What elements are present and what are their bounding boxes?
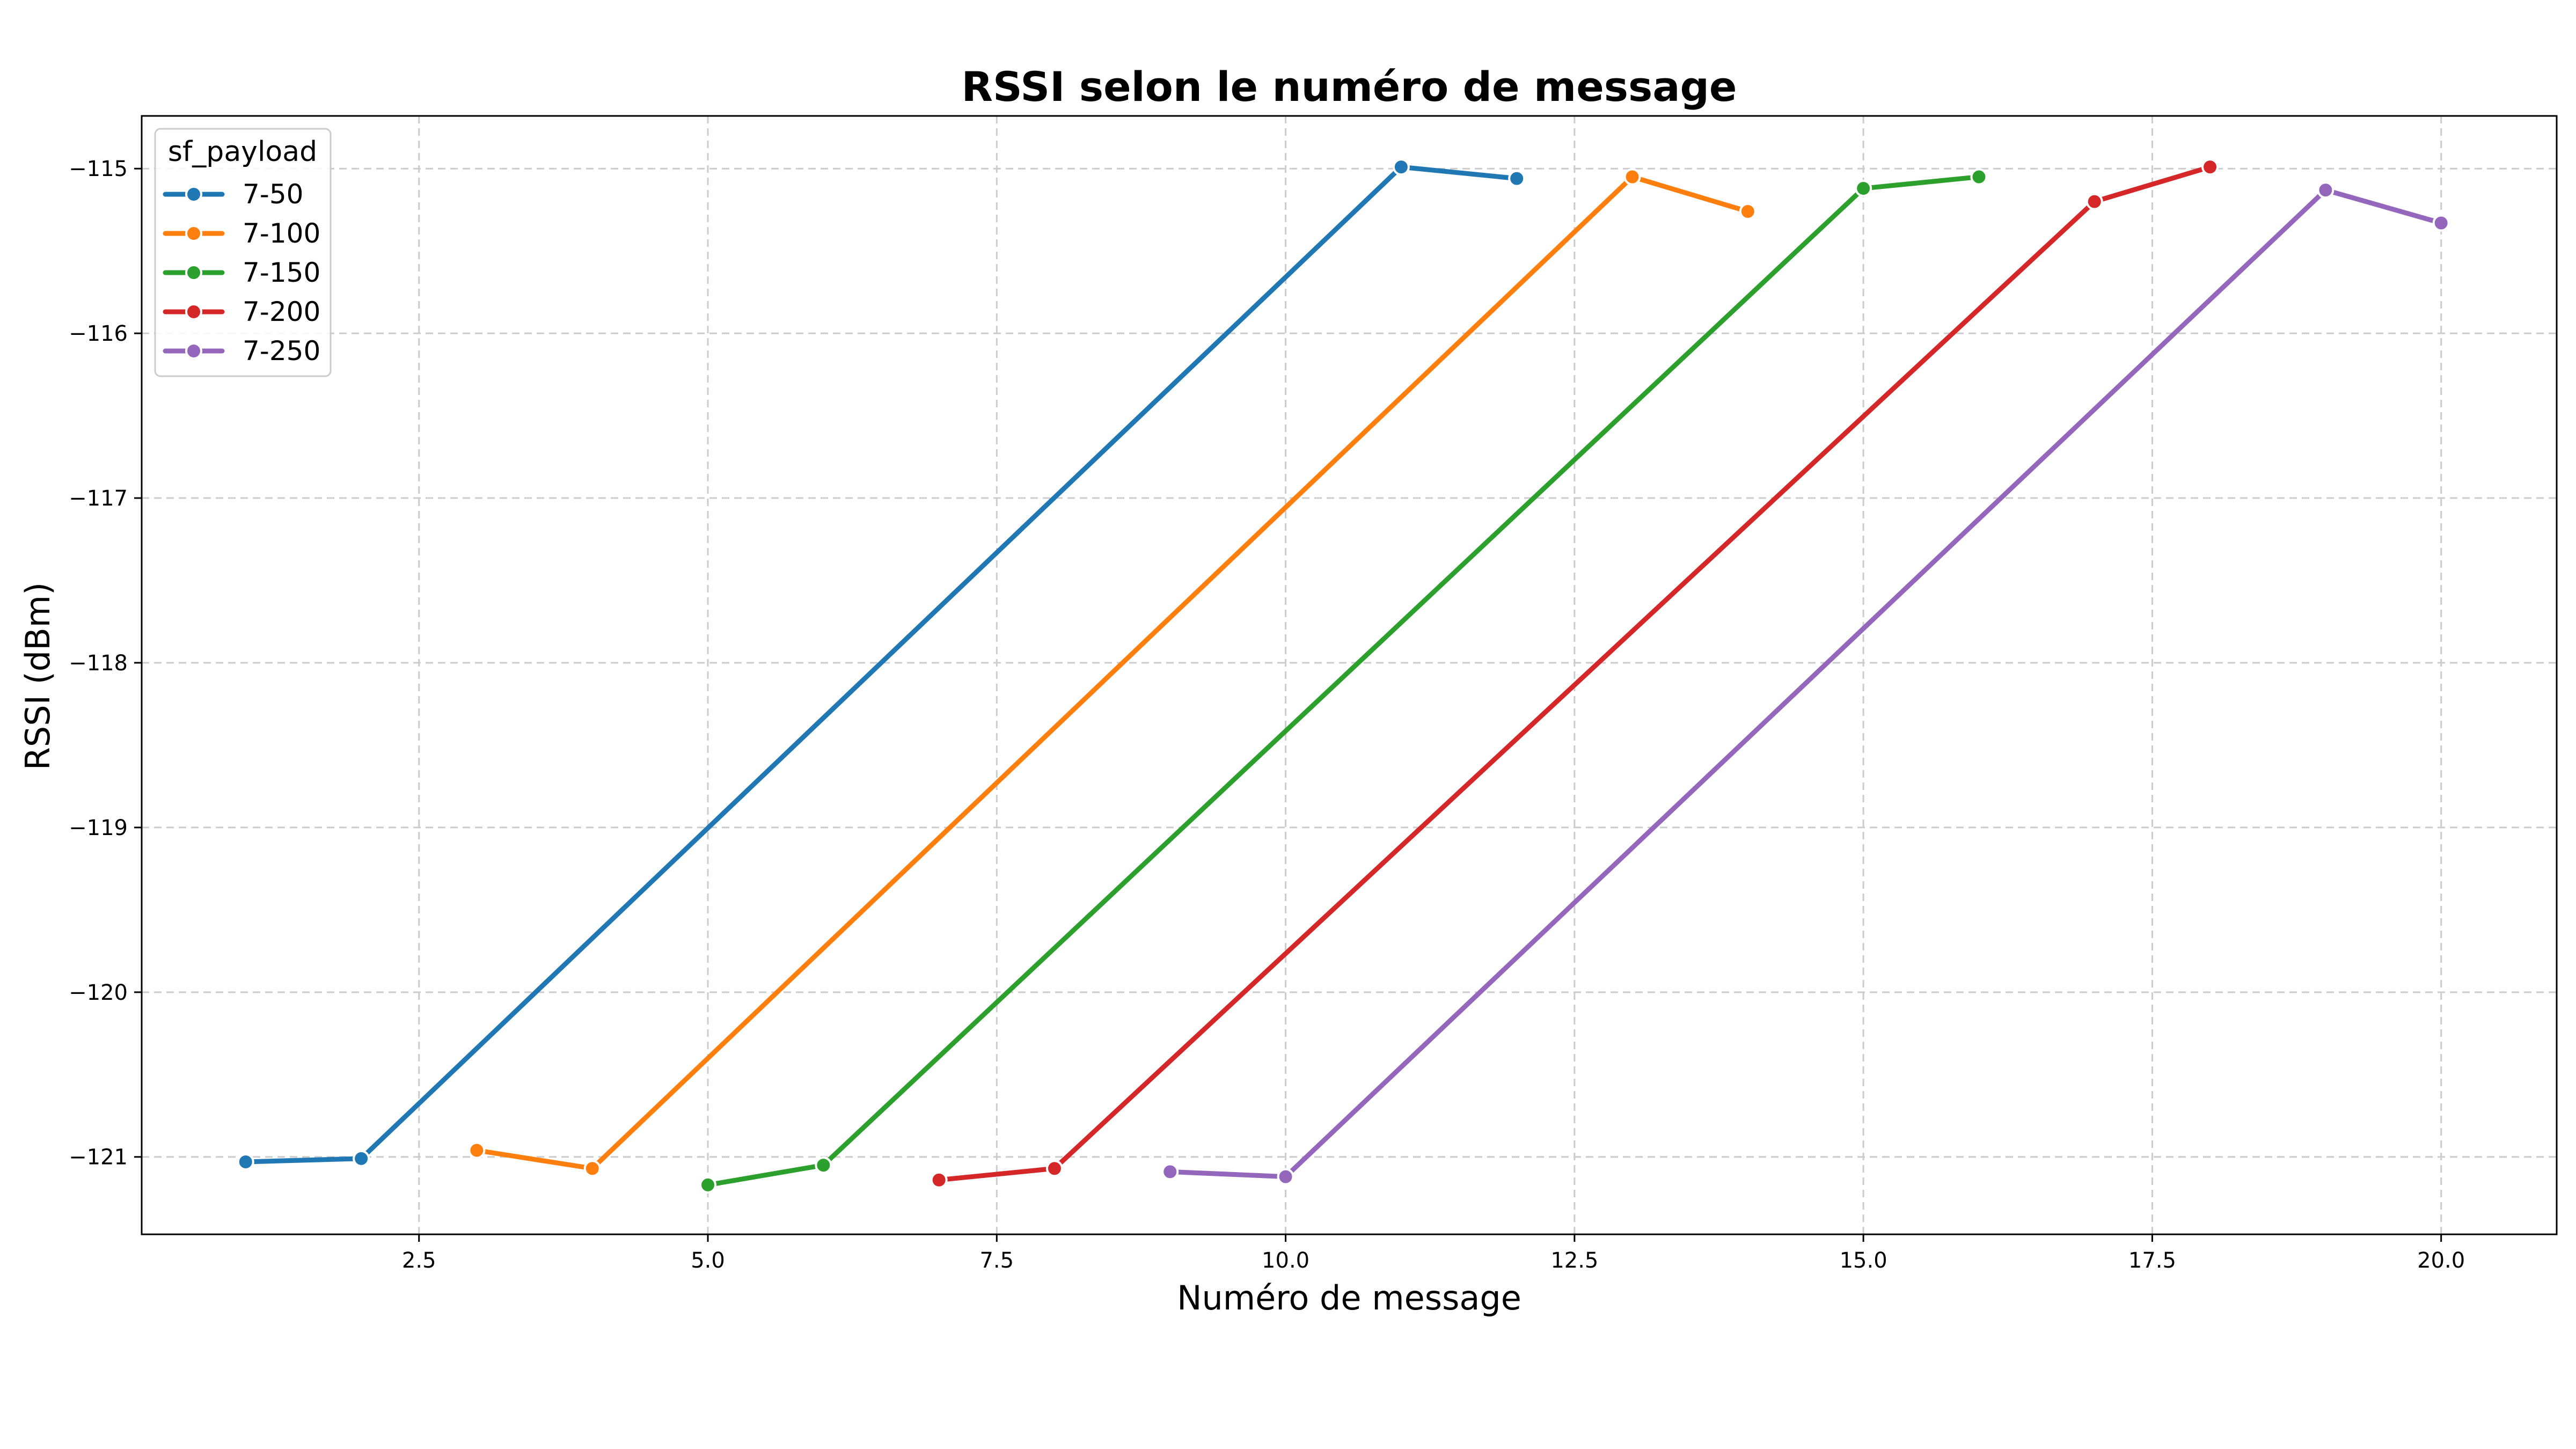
series-7-200: [930, 158, 2219, 1189]
data-point: [353, 1150, 370, 1167]
series-line: [705, 174, 1981, 1188]
legend-item: 7-150: [163, 257, 320, 288]
x-tick-label: 2.5: [402, 1248, 436, 1273]
grid-lines: [142, 116, 2557, 1234]
y-tick-label: −120: [69, 980, 128, 1005]
data-point: [468, 1141, 486, 1159]
x-tick-label: 12.5: [1550, 1248, 1598, 1273]
legend-marker: [185, 342, 202, 360]
x-tick-label: 15.0: [1840, 1248, 1887, 1273]
x-tick-label: 10.0: [1262, 1248, 1309, 1273]
y-tick-label: −115: [69, 157, 128, 181]
data-point: [1161, 1163, 1179, 1181]
x-tick-label: 17.5: [2128, 1248, 2176, 1273]
series-7-250: [1161, 181, 2450, 1185]
y-tick-label: −118: [69, 651, 128, 676]
legend-marker: [185, 225, 202, 242]
series-7-50: [237, 158, 1526, 1170]
legend-label: 7-100: [243, 218, 320, 249]
legend-label: 7-200: [243, 296, 320, 327]
axis-ticks: 2.5 5.0 7.5 10.0 12.5 15.0 17.5 20.0 −115 −116 −11…: [69, 157, 2465, 1273]
data-point: [815, 1157, 832, 1174]
y-tick-label: −119: [69, 816, 128, 840]
series-line: [936, 164, 2213, 1183]
series-line: [474, 174, 1751, 1171]
legend-label: 7-250: [243, 335, 320, 367]
data-point: [1045, 1160, 1063, 1177]
data-point: [2201, 158, 2219, 176]
data-point: [699, 1176, 717, 1194]
data-point: [1508, 170, 1526, 187]
data-point: [237, 1153, 254, 1170]
series-7-100: [468, 168, 1757, 1177]
x-tick-label: 5.0: [691, 1248, 725, 1273]
legend-marker: [185, 186, 202, 203]
legend-items: 7-50 7-100 7-150 7-200 7-250: [163, 179, 320, 367]
legend-item: 7-250: [163, 335, 320, 367]
x-axis-label: Numéro de message: [1177, 1278, 1521, 1318]
data-point: [1739, 203, 1757, 221]
data-point: [2085, 193, 2103, 210]
legend-label: 7-150: [243, 257, 320, 288]
legend-marker: [185, 264, 202, 281]
legend-title: sf_payload: [168, 136, 317, 168]
x-tick-label: 7.5: [979, 1248, 1014, 1273]
data-point: [1855, 180, 1872, 197]
data-point: [583, 1160, 601, 1177]
data-point: [2317, 181, 2334, 199]
y-tick-label: −117: [69, 486, 128, 511]
series-line: [243, 164, 1519, 1165]
x-tick-label: 20.0: [2417, 1248, 2465, 1273]
data-point: [1970, 168, 1988, 186]
y-axis-label: RSSI (dBm): [18, 582, 57, 770]
series-7-150: [699, 168, 1988, 1194]
data-point: [1623, 168, 1641, 186]
legend-marker: [185, 303, 202, 320]
chart-title: RSSI selon le numéro de message: [962, 63, 1737, 111]
y-tick-label: −116: [69, 321, 128, 346]
legend: sf_payload 7-50 7-100 7-150 7-200 7-250: [154, 128, 332, 377]
data-point: [930, 1171, 948, 1189]
series-lines: [237, 158, 2450, 1194]
data-point: [2432, 214, 2450, 232]
legend-item: 7-50: [163, 179, 303, 210]
legend-label: 7-50: [243, 179, 303, 210]
series-line: [1167, 187, 2444, 1180]
y-tick-label: −121: [69, 1145, 128, 1170]
legend-item: 7-100: [163, 218, 320, 249]
data-point: [1277, 1168, 1294, 1185]
data-point: [1392, 158, 1410, 176]
plot-frame: [141, 115, 2558, 1235]
legend-item: 7-200: [163, 296, 320, 327]
